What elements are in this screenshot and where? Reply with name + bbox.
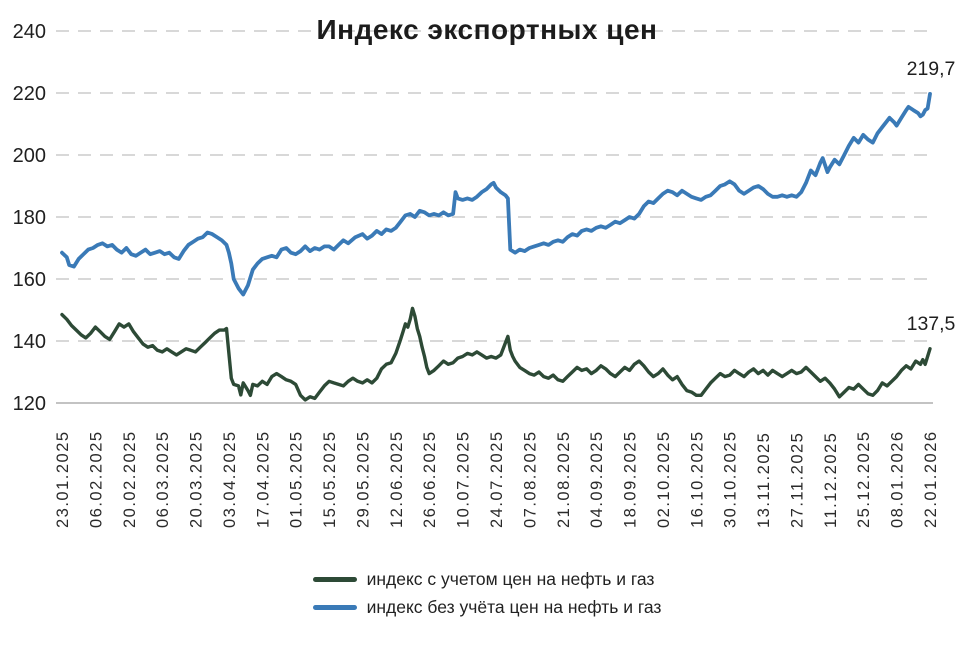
x-axis-label-25.12.2025: 25.12.2025 (855, 430, 873, 528)
y-axis-label-200: 200 (13, 145, 46, 167)
x-axis-label-10.07.2025: 10.07.2025 (455, 430, 473, 528)
x-axis-label-06.03.2025: 06.03.2025 (154, 430, 172, 528)
x-axis-label-04.09.2025: 04.09.2025 (588, 430, 606, 528)
x-axis-label-16.10.2025: 16.10.2025 (688, 430, 706, 528)
x-axis-label-07.08.2025: 07.08.2025 (521, 430, 539, 528)
x-axis-label-02.10.2025: 02.10.2025 (655, 430, 673, 528)
legend-label-without-oil-gas: индекс без учёта цен на нефть и газ (366, 597, 662, 617)
x-axis-label-29.05.2025: 29.05.2025 (355, 430, 373, 528)
end-value-label-blue: 219,7 (907, 58, 956, 80)
y-axis-label-120: 120 (13, 393, 46, 415)
legend-items: индекс с учетом цен на нефть и газ индек… (312, 569, 662, 618)
x-axis-label-11.12.2025: 11.12.2025 (822, 432, 840, 528)
x-axis-label-24.07.2025: 24.07.2025 (488, 430, 506, 528)
x-axis-label-22.01.2026: 22.01.2026 (922, 430, 940, 528)
x-axis-label-27.11.2025: 27.11.2025 (789, 432, 807, 528)
x-axis-label-15.05.2025: 15.05.2025 (321, 430, 339, 528)
x-axis-label-18.09.2025: 18.09.2025 (622, 430, 640, 528)
chart-title: Индекс экспортных цен (316, 14, 658, 45)
y-axis-label-180: 180 (13, 207, 46, 229)
plot-area: 120 140 160 180 200 220 240 23.01.2025 06.02.202… (13, 21, 956, 528)
legend-item-with-oil-gas: индекс с учетом цен на нефть и газ (312, 569, 655, 590)
x-axis-label-13.11.2025: 13.11.2025 (755, 432, 773, 528)
legend-item-without-oil-gas: индекс без учёта цен на нефть и газ (312, 597, 662, 618)
series-line-with-oil-gas (60, 306, 932, 402)
y-axis-label-160: 160 (13, 269, 46, 291)
y-axis-label-220: 220 (13, 83, 46, 105)
legend: индекс с учетом цен на нефть и газ индек… (0, 569, 974, 618)
legend-swatch-green-line (312, 577, 357, 582)
legend-swatch-blue-line (312, 605, 357, 610)
x-axis-label-21.08.2025: 21.08.2025 (555, 430, 573, 528)
end-value-label-green: 137,5 (907, 313, 956, 335)
x-axis-label-08.01.2026: 08.01.2026 (889, 430, 907, 528)
x-axis-label-03.04.2025: 03.04.2025 (221, 430, 239, 528)
y-axis-label-240: 240 (13, 21, 46, 43)
x-axis-label-20.02.2025: 20.02.2025 (121, 430, 139, 528)
x-axis-label-20.03.2025: 20.03.2025 (188, 430, 206, 528)
x-axis-label-26.06.2025: 26.06.2025 (421, 430, 439, 528)
x-axis-label-12.06.2025: 12.06.2025 (388, 430, 406, 528)
x-axis-label-17.04.2025: 17.04.2025 (254, 430, 272, 528)
y-axis-label-140: 140 (13, 331, 46, 353)
series-line-without-oil-gas (60, 92, 932, 297)
x-axis-label-06.02.2025: 06.02.2025 (87, 430, 105, 528)
legend-label-with-oil-gas: индекс с учетом цен на нефть и газ (366, 569, 655, 589)
x-axis-label-23.01.2025: 23.01.2025 (54, 430, 72, 528)
x-axis-label-01.05.2025: 01.05.2025 (288, 430, 306, 528)
x-axis-label-30.10.2025: 30.10.2025 (722, 430, 740, 528)
